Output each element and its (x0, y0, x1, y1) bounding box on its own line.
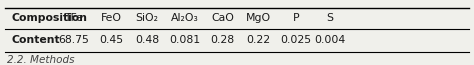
Text: Content: Content (12, 35, 61, 45)
Text: 0.28: 0.28 (211, 35, 235, 45)
Text: S: S (326, 13, 333, 23)
Text: 0.48: 0.48 (135, 35, 159, 45)
Text: 0.081: 0.081 (169, 35, 201, 45)
Text: 0.025: 0.025 (281, 35, 312, 45)
Text: Composition: Composition (12, 13, 88, 23)
Text: CaO: CaO (211, 13, 234, 23)
Text: 0.004: 0.004 (314, 35, 345, 45)
Text: MgO: MgO (246, 13, 271, 23)
Text: 0.45: 0.45 (100, 35, 123, 45)
Text: SiO₂: SiO₂ (136, 13, 158, 23)
Text: Al₂O₃: Al₂O₃ (171, 13, 199, 23)
Text: FeO: FeO (101, 13, 122, 23)
Text: TFe: TFe (64, 13, 83, 23)
Text: 0.22: 0.22 (246, 35, 270, 45)
Text: P: P (293, 13, 300, 23)
Text: 2.2. Methods: 2.2. Methods (7, 55, 74, 65)
Text: 68.75: 68.75 (58, 35, 89, 45)
